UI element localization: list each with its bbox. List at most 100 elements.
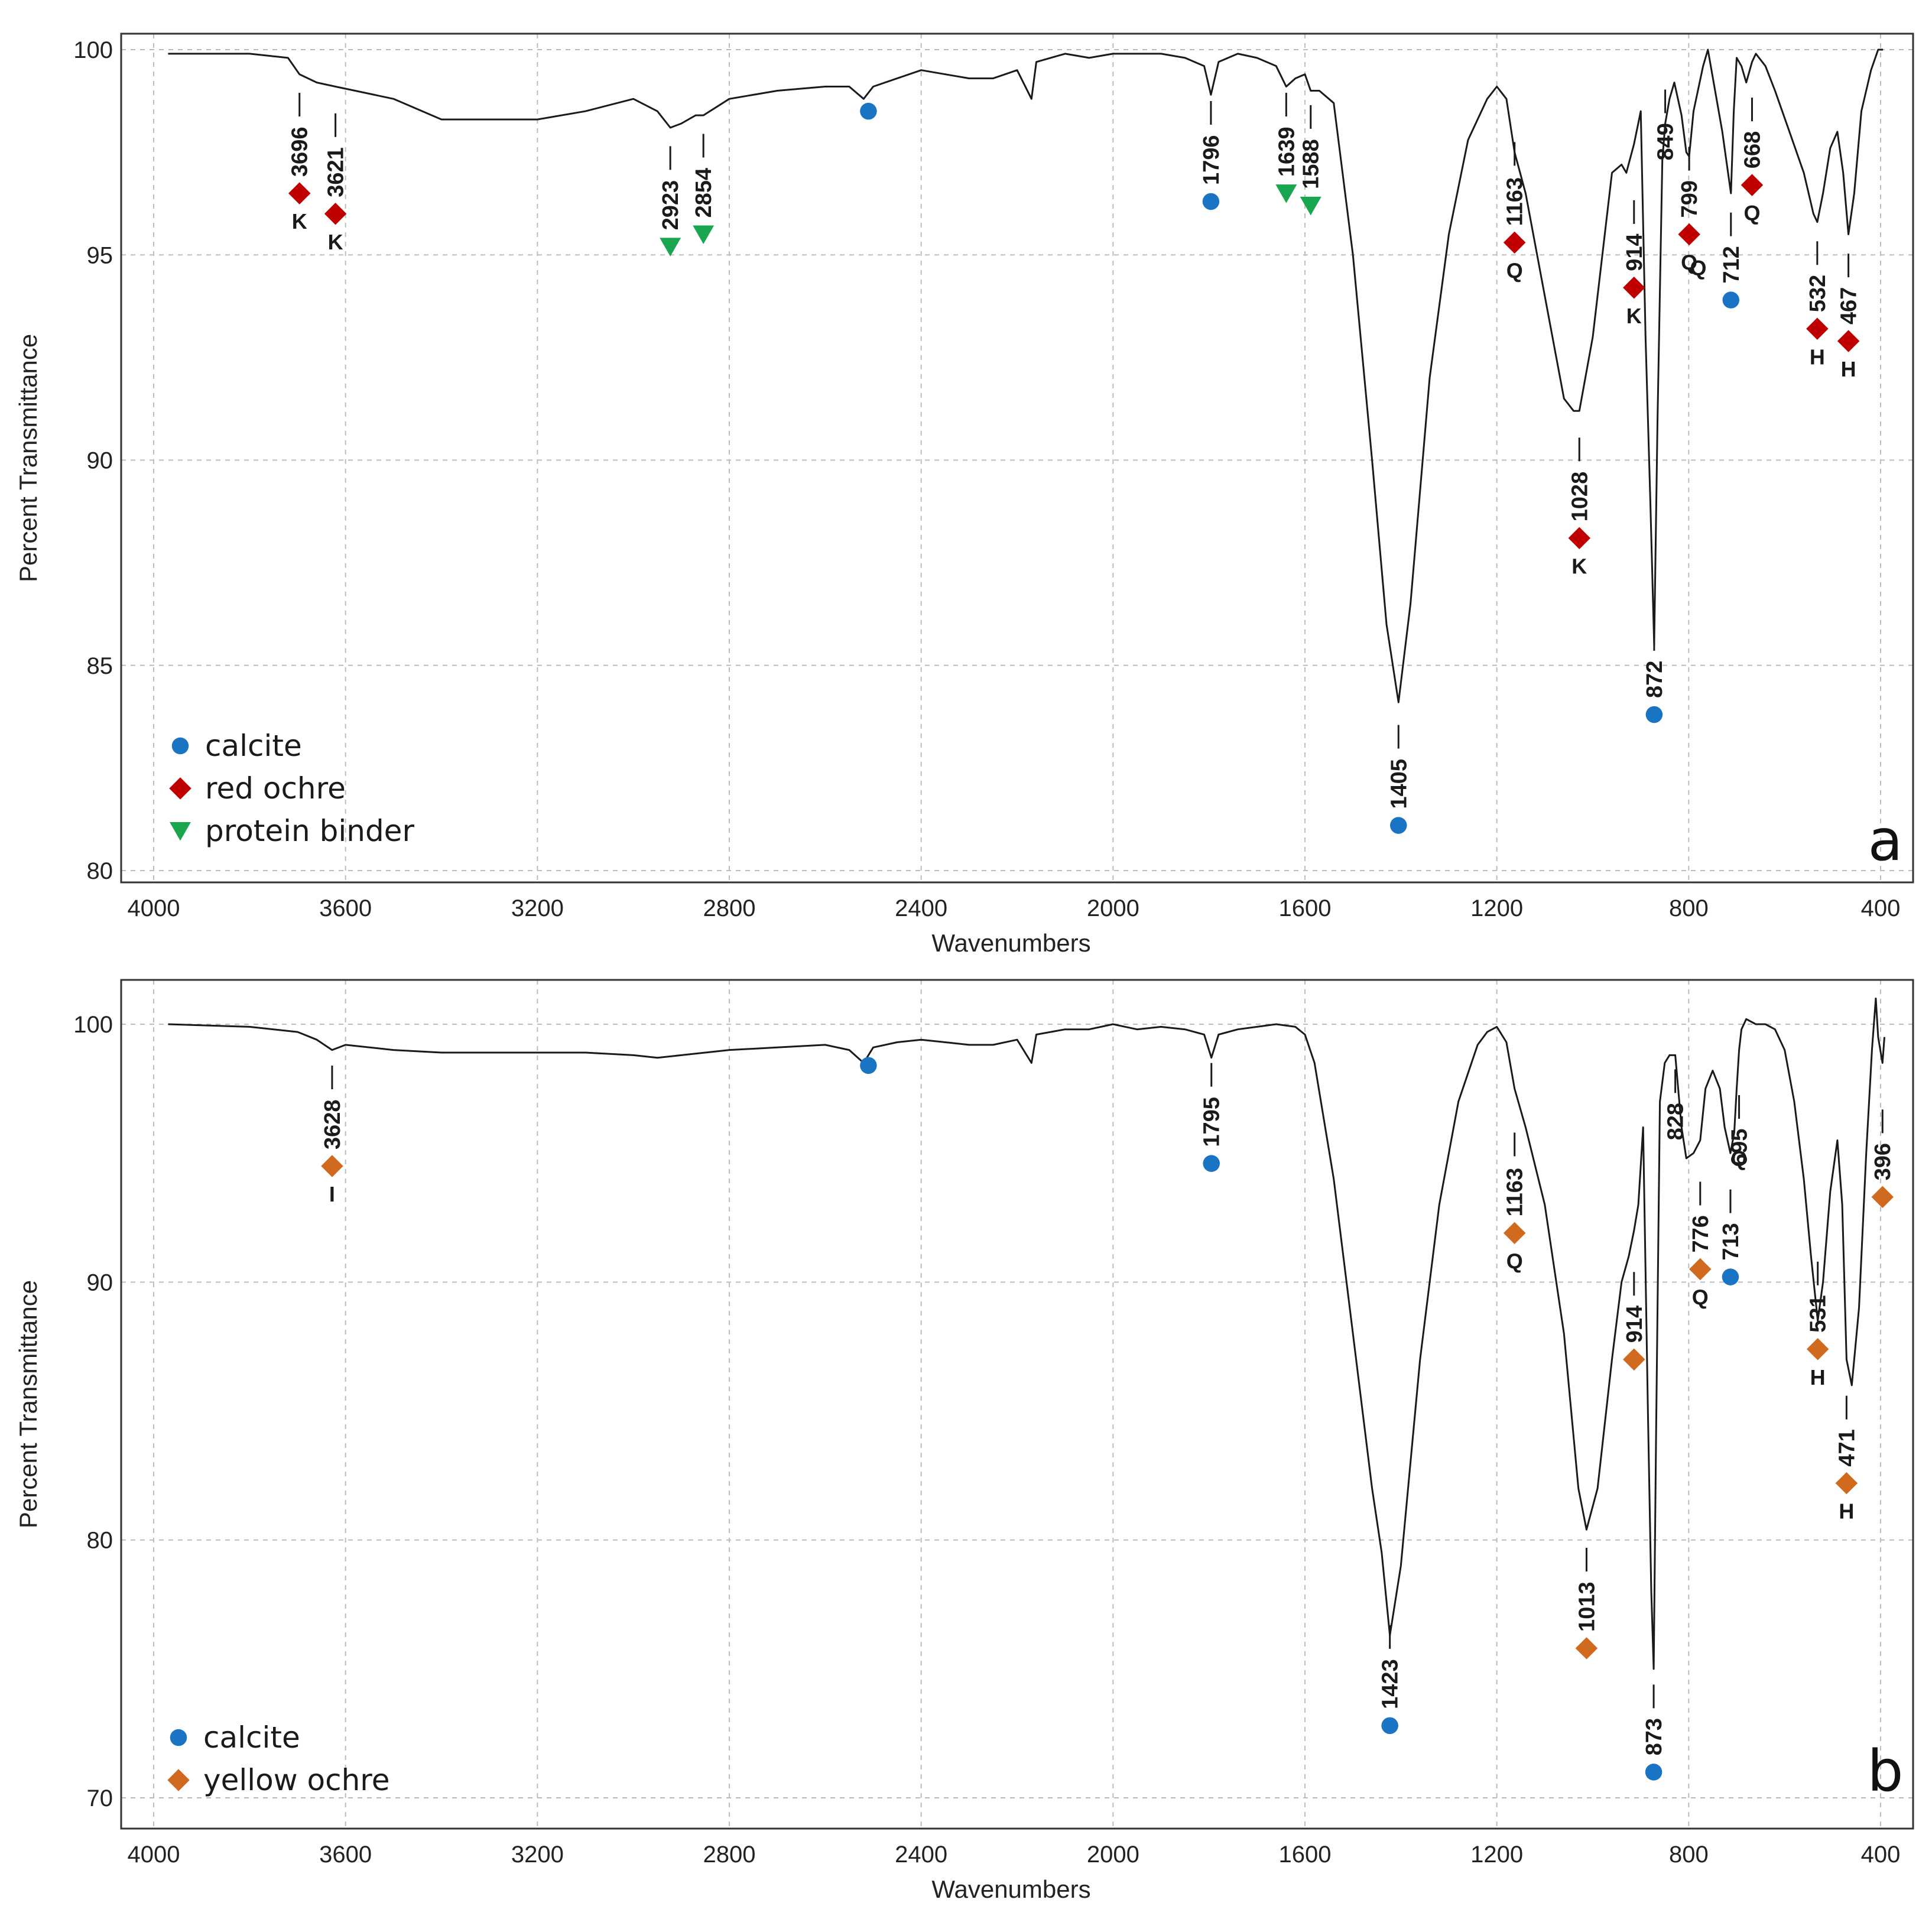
legend-item: calcite — [171, 729, 302, 763]
mineral-code: Q — [1731, 1147, 1748, 1171]
circle-marker — [1645, 706, 1663, 723]
mineral-code: H — [1810, 345, 1825, 369]
peak-annotation — [860, 1057, 877, 1074]
mineral-code: K — [1626, 304, 1642, 328]
peak-label: 873 — [1642, 1718, 1667, 1755]
peak-annotation: 1795 — [1200, 1063, 1225, 1172]
circle-marker — [1645, 1764, 1663, 1781]
mineral-code: Q — [1690, 256, 1707, 280]
circle-marker — [1722, 291, 1740, 309]
x-tick-label: 3600 — [319, 895, 372, 921]
diamond-marker — [1623, 1348, 1645, 1371]
circle-marker — [1390, 817, 1407, 834]
peak-annotation: 396 — [1871, 1109, 1895, 1209]
plot-frame — [120, 979, 1914, 1830]
y-tick-label: 95 — [87, 242, 113, 268]
triangle-down-marker — [1275, 184, 1297, 203]
x-tick-label: 3200 — [511, 895, 564, 921]
mineral-code: H — [1841, 357, 1856, 381]
peak-annotation — [860, 102, 877, 120]
panel-b: 4000 3600 3200 2800 2400 2000 1600 1200 800 400 70… — [14, 979, 1914, 1903]
peak-annotation: 3621 K — [324, 113, 349, 254]
peak-label: 872 — [1642, 661, 1667, 698]
legend-item: calcite — [170, 1720, 300, 1755]
peak-label: 914 — [1622, 233, 1647, 271]
peak-annotation: 713 — [1719, 1189, 1743, 1285]
peak-annotation: 2923 — [658, 146, 683, 256]
peak-label: 1013 — [1574, 1582, 1599, 1632]
peak-annotation: 828 — [1664, 1069, 1689, 1140]
plot-frame — [120, 33, 1914, 884]
peak-annotation: 849 — [1654, 89, 1678, 161]
diamond-marker — [1503, 231, 1526, 254]
triangle-down-marker — [693, 225, 715, 245]
x-tick-label: 4000 — [128, 895, 180, 921]
peak-label: 1639 — [1274, 127, 1299, 177]
peak-annotation: 467 H — [1837, 254, 1862, 381]
peak-label: 3696 — [288, 127, 313, 177]
peak-annotation: 1163 Q — [1503, 1132, 1528, 1273]
peak-label: 914 — [1622, 1306, 1647, 1343]
peak-annotation: 1588 — [1299, 105, 1324, 216]
peak-label: 828 — [1664, 1103, 1689, 1140]
x-tick-label: 2000 — [1087, 1842, 1139, 1868]
peak-annotation: 1423 — [1378, 1625, 1403, 1735]
peak-label: 3628 — [320, 1099, 345, 1150]
legend-label: protein binder — [205, 814, 414, 848]
x-tick-label: 800 — [1669, 895, 1709, 921]
peak-label: 531 — [1806, 1295, 1831, 1332]
peak-label: 1163 — [1503, 177, 1528, 226]
peak-label: 712 — [1719, 246, 1744, 283]
circle-marker — [1202, 193, 1220, 210]
peak-label: 2854 — [691, 168, 716, 218]
y-tick-label: 70 — [87, 1785, 113, 1811]
x-tick-label: 1200 — [1470, 1842, 1523, 1868]
circle-marker — [1381, 1717, 1398, 1735]
mineral-code: I — [329, 1182, 335, 1206]
circle-marker — [860, 1057, 877, 1074]
diamond-marker — [321, 1155, 343, 1177]
y-tick-label: 90 — [87, 448, 113, 474]
peak-annotation: 1013 — [1574, 1547, 1599, 1660]
peak-label: 713 — [1719, 1223, 1743, 1260]
peak-annotation: 1639 — [1274, 93, 1299, 203]
y-tick-label: 100 — [73, 37, 113, 63]
peak-label: 2923 — [658, 180, 683, 230]
peak-label: 1795 — [1200, 1097, 1225, 1147]
x-axis-title: Wavenumbers — [931, 1875, 1090, 1903]
x-tick-label: 3200 — [511, 1842, 564, 1868]
peak-annotation: 1163 Q — [1503, 142, 1528, 283]
peak-label: 849 — [1654, 123, 1678, 160]
x-tick-label: 3600 — [319, 1842, 372, 1868]
x-tick-label: 400 — [1861, 1842, 1901, 1868]
x-tick-label: 2000 — [1087, 895, 1139, 921]
peak-annotation: 1796 — [1199, 100, 1224, 210]
peak-label: 1796 — [1199, 135, 1224, 185]
peak-annotation: 3696 K — [288, 93, 313, 233]
triangle-down-marker — [660, 238, 681, 256]
peak-label: 471 — [1834, 1429, 1859, 1466]
triangle-down-marker — [1300, 196, 1321, 216]
x-tick-label: 4000 — [128, 1842, 180, 1868]
diamond-marker — [1503, 1222, 1526, 1245]
diamond-marker — [1568, 527, 1591, 550]
peak-annotation: 531 H — [1806, 1261, 1831, 1389]
peak-label: 799 — [1677, 180, 1702, 217]
legend-circle-marker — [171, 737, 189, 755]
x-tick-label: 2800 — [703, 1842, 756, 1868]
legend-diamond-marker — [169, 777, 191, 800]
spectrum-line — [168, 48, 1884, 703]
diamond-marker — [1837, 330, 1860, 352]
y-tick-label: 80 — [87, 858, 113, 884]
peak-label: 776 — [1689, 1215, 1713, 1252]
peak-annotation: 3628 I — [320, 1065, 345, 1206]
panel-letter: b — [1868, 1738, 1904, 1804]
diamond-marker — [1678, 223, 1700, 246]
legend-item: red ochre — [169, 771, 346, 806]
x-tick-label: 2800 — [703, 895, 756, 921]
circle-marker — [1203, 1155, 1220, 1172]
mineral-code: Q — [1692, 1285, 1709, 1310]
peak-label: 668 — [1740, 131, 1765, 168]
x-tick-label: 1600 — [1279, 1842, 1332, 1868]
